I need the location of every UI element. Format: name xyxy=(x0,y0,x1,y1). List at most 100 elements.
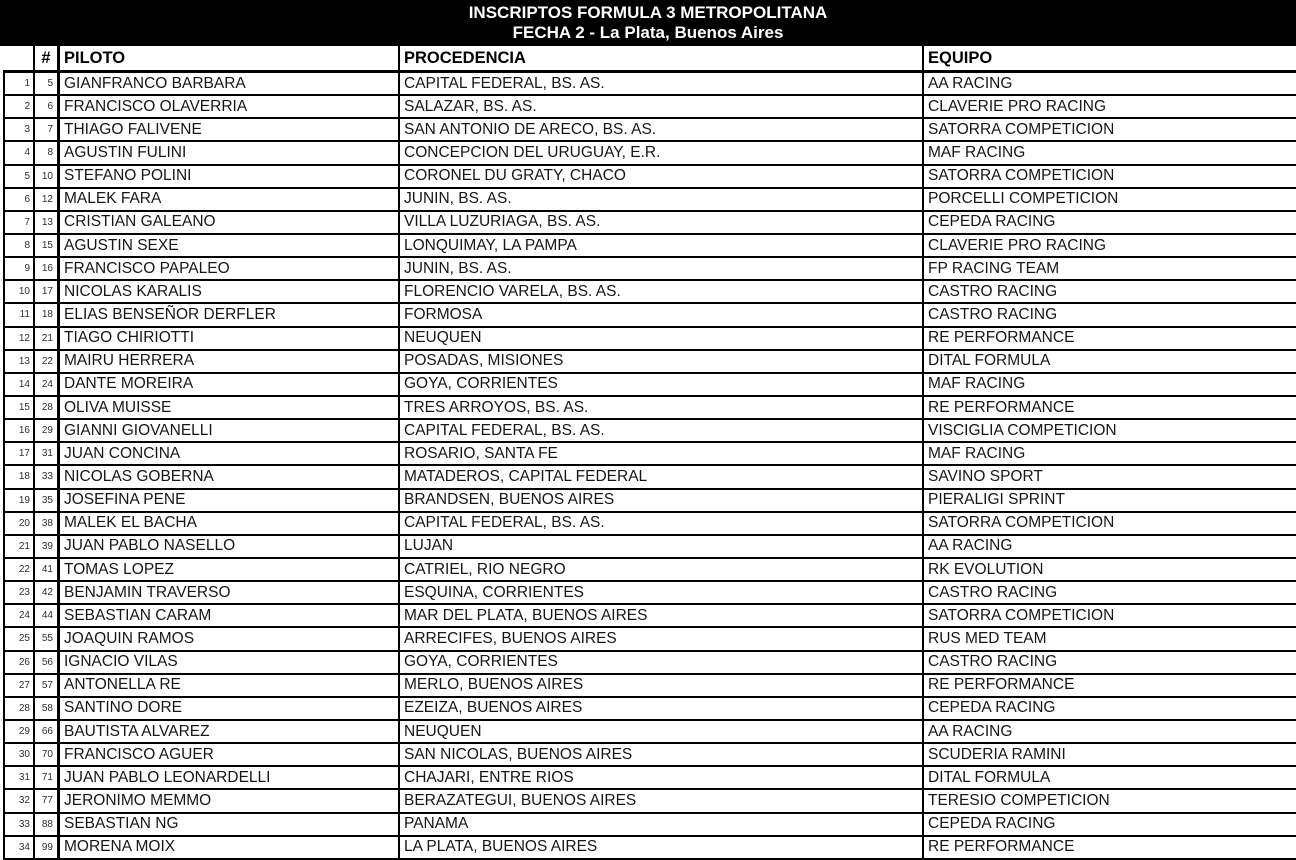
team-cell: RE PERFORMANCE xyxy=(928,676,1075,694)
pilot-cell: AGUSTIN SEXE xyxy=(60,234,400,257)
car-number-cell: 99 xyxy=(35,836,60,858)
pilot-cell: OLIVA MUISSE xyxy=(60,396,400,419)
page-subtitle: FECHA 2 - La Plata, Buenos Aires xyxy=(512,23,784,42)
table-row: 2 6 FRANCISCO OLAVERRIA SALAZAR, BS. AS. CLA… xyxy=(3,96,1296,120)
origin-cell: SAN NICOLAS, BUENOS AIRES xyxy=(400,744,924,766)
title-band: INSCRIPTOS FORMULA 3 METROPOLITANA FECHA… xyxy=(0,0,1296,46)
table-row: 18 33 NICOLAS GOBERNA MATADEROS, CAPITAL FE… xyxy=(3,466,1296,490)
team-cell: PORCELLI COMPETICION xyxy=(928,190,1119,208)
origin-cell: CATRIEL, RIO NEGRO xyxy=(400,558,924,581)
car-number-cell: 70 xyxy=(35,744,60,766)
team-cell: SATORRA COMPETICION xyxy=(928,167,1115,185)
origin-cell: MAR DEL PLATA, BUENOS AIRES xyxy=(400,605,924,627)
table-row: 9 16 FRANCISCO PAPALEO JUNIN, BS. AS. FP RAC… xyxy=(3,258,1296,282)
origin-column-header: PROCEDENCIA xyxy=(400,46,924,70)
team-cell: CEPEDA RACING xyxy=(928,815,1056,833)
row-index-cell: 9 xyxy=(3,258,35,280)
table-row: 20 38 MALEK EL BACHA CAPITAL FEDERAL, BS. A… xyxy=(3,512,1296,536)
row-index-cell: 18 xyxy=(3,466,35,488)
origin-cell: NEUQUEN xyxy=(400,327,924,349)
origin-cell: BRANDSEN, BUENOS AIRES xyxy=(400,489,924,511)
car-number-cell: 7 xyxy=(35,119,60,141)
table-row: 21 39 JUAN PABLO NASELLO LUJAN AA RACING xyxy=(3,535,1296,559)
origin-cell: ARRECIFES, BUENOS AIRES xyxy=(400,628,924,650)
row-index-cell: 32 xyxy=(3,790,35,812)
pilot-cell: NICOLAS GOBERNA xyxy=(60,466,400,488)
pilot-cell: CRISTIAN GALEANO xyxy=(60,211,400,233)
car-number-cell: 24 xyxy=(35,373,60,395)
car-number-cell: 56 xyxy=(35,651,60,673)
team-cell: RE PERFORMANCE xyxy=(928,838,1075,856)
row-index-cell: 4 xyxy=(3,142,35,164)
table-row: 4 8 AGUSTIN FULINI CONCEPCION DEL URUGUAY, … xyxy=(3,142,1296,166)
table-header-row: # PILOTO PROCEDENCIA EQUIPO xyxy=(3,46,1296,73)
car-number-cell: 12 xyxy=(35,188,60,210)
table-row: 23 42 BENJAMIN TRAVERSO ESQUINA, CORRIENTES… xyxy=(3,582,1296,606)
table-row: 17 31 JUAN CONCINA ROSARIO, SANTA FE MAF RAC… xyxy=(3,443,1296,467)
team-cell: SATORRA COMPETICION xyxy=(928,514,1115,532)
row-index-cell: 22 xyxy=(3,558,35,581)
pilot-cell: SEBASTIAN NG xyxy=(60,813,400,835)
row-index-cell: 20 xyxy=(3,512,35,534)
table-row: 14 24 DANTE MOREIRA GOYA, CORRIENTES MAF RAC… xyxy=(3,373,1296,397)
team-cell: MAF RACING xyxy=(928,375,1026,393)
car-number-cell: 10 xyxy=(35,165,60,187)
car-number-cell: 88 xyxy=(35,813,60,835)
origin-cell: FORMOSA xyxy=(400,304,924,326)
pilot-cell: IGNACIO VILAS xyxy=(60,651,400,673)
row-index-cell: 10 xyxy=(3,281,35,303)
row-index-cell: 24 xyxy=(3,605,35,627)
table-row: 28 58 SANTINO DORE EZEIZA, BUENOS AIRES CEPE… xyxy=(3,697,1296,721)
pilot-cell: MALEK EL BACHA xyxy=(60,512,400,534)
car-number-cell: 55 xyxy=(35,628,60,650)
pilot-cell: MORENA MOIX xyxy=(60,836,400,858)
table-row: 27 57 ANTONELLA RE MERLO, BUENOS AIRES RE PE… xyxy=(3,674,1296,698)
car-number-cell: 18 xyxy=(35,304,60,326)
row-index-cell: 11 xyxy=(3,304,35,326)
origin-cell: LA PLATA, BUENOS AIRES xyxy=(400,836,924,858)
table-row: 13 22 MAIRU HERRERA POSADAS, MISIONES DITAL … xyxy=(3,350,1296,374)
pilot-cell: SANTINO DORE xyxy=(60,697,400,719)
origin-cell: CHAJARI, ENTRE RIOS xyxy=(400,767,924,789)
car-number-cell: 66 xyxy=(35,720,60,743)
car-number-cell: 58 xyxy=(35,697,60,719)
row-index-cell: 3 xyxy=(3,119,35,141)
origin-cell: ROSARIO, SANTA FE xyxy=(400,443,924,465)
pilot-cell: FRANCISCO PAPALEO xyxy=(60,258,400,280)
origin-cell: EZEIZA, BUENOS AIRES xyxy=(400,697,924,719)
row-index-cell: 8 xyxy=(3,234,35,257)
row-index-cell: 13 xyxy=(3,350,35,372)
team-cell: CASTRO RACING xyxy=(928,653,1058,671)
table-row: 29 66 BAUTISTA ALVAREZ NEUQUEN AA RACING xyxy=(3,720,1296,745)
team-cell: SATORRA COMPETICION xyxy=(928,606,1115,624)
pilot-cell: THIAGO FALIVENE xyxy=(60,119,400,141)
origin-cell: SALAZAR, BS. AS. xyxy=(400,96,924,118)
team-column-header: EQUIPO xyxy=(928,48,993,67)
origin-cell: ESQUINA, CORRIENTES xyxy=(400,582,924,604)
row-index-cell: 1 xyxy=(3,73,35,95)
team-cell: CLAVERIE PRO RACING xyxy=(928,236,1107,254)
origin-cell: GOYA, CORRIENTES xyxy=(400,373,924,395)
pilot-cell: GIANNI GIOVANELLI xyxy=(60,420,400,442)
row-index-cell: 27 xyxy=(3,674,35,696)
team-cell: SCUDERIA RAMINI xyxy=(928,745,1066,763)
pilot-cell: STEFANO POLINI xyxy=(60,165,400,187)
team-cell: MAF RACING xyxy=(928,444,1026,462)
team-cell: SAVINO SPORT xyxy=(928,467,1043,485)
table-row: 33 88 SEBASTIAN NG PANAMA CEPEDA RACING xyxy=(3,813,1296,837)
car-number-cell: 5 xyxy=(35,73,60,95)
car-number-cell: 41 xyxy=(35,558,60,581)
car-number-cell: 57 xyxy=(35,674,60,696)
table-row: 16 29 GIANNI GIOVANELLI CAPITAL FEDERAL, BS… xyxy=(3,420,1296,444)
pilot-cell: JOSEFINA PENE xyxy=(60,489,400,511)
pilot-cell: ELIAS BENSEÑOR DERFLER xyxy=(60,304,400,326)
car-number-cell: 8 xyxy=(35,142,60,164)
pilot-cell: FRANCISCO AGUER xyxy=(60,744,400,766)
car-number-cell: 6 xyxy=(35,96,60,118)
team-cell: RUS MED TEAM xyxy=(928,629,1047,647)
pilot-cell: JOAQUIN RAMOS xyxy=(60,628,400,650)
car-number-cell: 15 xyxy=(35,234,60,257)
pilot-cell: JERONIMO MEMMO xyxy=(60,790,400,812)
pilot-column-header: PILOTO xyxy=(60,46,400,70)
team-cell: CASTRO RACING xyxy=(928,583,1058,601)
